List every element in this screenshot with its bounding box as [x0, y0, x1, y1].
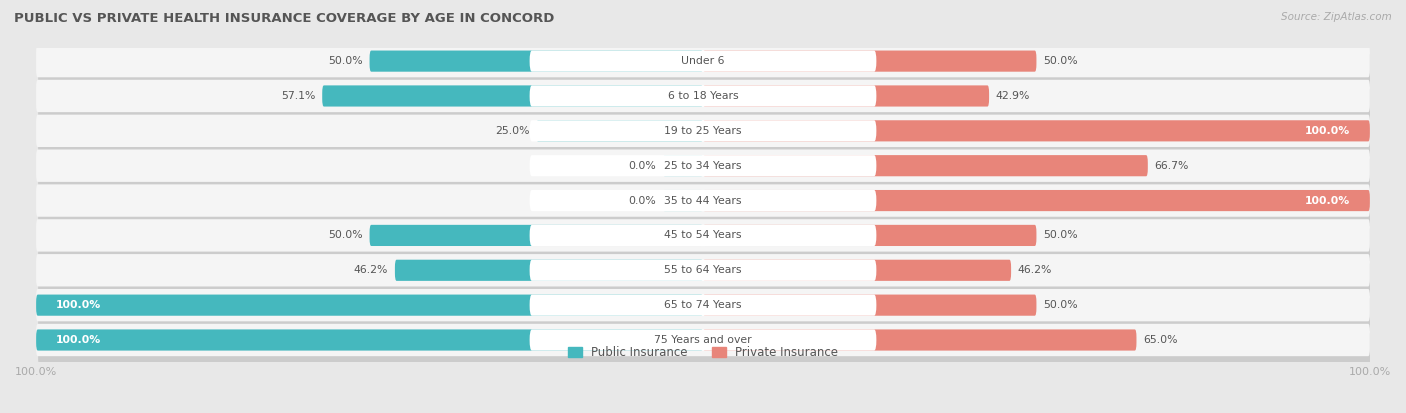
Text: 65 to 74 Years: 65 to 74 Years	[664, 300, 742, 310]
FancyBboxPatch shape	[37, 289, 1369, 321]
FancyBboxPatch shape	[703, 294, 1036, 316]
Text: 19 to 25 Years: 19 to 25 Years	[664, 126, 742, 136]
FancyBboxPatch shape	[530, 85, 876, 107]
FancyBboxPatch shape	[38, 263, 1372, 296]
FancyBboxPatch shape	[530, 260, 876, 281]
Text: 6 to 18 Years: 6 to 18 Years	[668, 91, 738, 101]
Text: 42.9%: 42.9%	[995, 91, 1031, 101]
Text: 50.0%: 50.0%	[1043, 230, 1078, 240]
FancyBboxPatch shape	[37, 330, 703, 351]
FancyBboxPatch shape	[370, 225, 703, 246]
Text: 50.0%: 50.0%	[1043, 56, 1078, 66]
FancyBboxPatch shape	[38, 333, 1372, 366]
Text: 75 Years and over: 75 Years and over	[654, 335, 752, 345]
FancyBboxPatch shape	[530, 190, 876, 211]
Text: 0.0%: 0.0%	[628, 196, 657, 206]
FancyBboxPatch shape	[38, 194, 1372, 226]
FancyBboxPatch shape	[530, 155, 876, 176]
FancyBboxPatch shape	[664, 190, 703, 211]
FancyBboxPatch shape	[38, 54, 1372, 87]
FancyBboxPatch shape	[703, 50, 1036, 72]
Text: 0.0%: 0.0%	[628, 161, 657, 171]
FancyBboxPatch shape	[703, 190, 1369, 211]
FancyBboxPatch shape	[536, 120, 703, 141]
FancyBboxPatch shape	[703, 120, 1369, 141]
FancyBboxPatch shape	[38, 159, 1372, 191]
Text: 66.7%: 66.7%	[1154, 161, 1189, 171]
Text: 100.0%: 100.0%	[1305, 126, 1350, 136]
FancyBboxPatch shape	[37, 219, 1369, 252]
Text: 35 to 44 Years: 35 to 44 Years	[664, 196, 742, 206]
FancyBboxPatch shape	[37, 150, 1369, 182]
FancyBboxPatch shape	[37, 184, 1369, 217]
FancyBboxPatch shape	[703, 85, 988, 107]
FancyBboxPatch shape	[703, 225, 1036, 246]
FancyBboxPatch shape	[37, 80, 1369, 112]
Legend: Public Insurance, Private Insurance: Public Insurance, Private Insurance	[568, 346, 838, 359]
FancyBboxPatch shape	[37, 294, 703, 316]
Text: 57.1%: 57.1%	[281, 91, 315, 101]
FancyBboxPatch shape	[530, 294, 876, 316]
FancyBboxPatch shape	[703, 260, 1011, 281]
Text: 100.0%: 100.0%	[56, 335, 101, 345]
FancyBboxPatch shape	[395, 260, 703, 281]
Text: Source: ZipAtlas.com: Source: ZipAtlas.com	[1281, 12, 1392, 22]
Text: 45 to 54 Years: 45 to 54 Years	[664, 230, 742, 240]
Text: Under 6: Under 6	[682, 56, 724, 66]
FancyBboxPatch shape	[37, 45, 1369, 77]
Text: 65.0%: 65.0%	[1143, 335, 1178, 345]
FancyBboxPatch shape	[38, 89, 1372, 121]
FancyBboxPatch shape	[38, 124, 1372, 157]
FancyBboxPatch shape	[37, 254, 1369, 287]
Text: PUBLIC VS PRIVATE HEALTH INSURANCE COVERAGE BY AGE IN CONCORD: PUBLIC VS PRIVATE HEALTH INSURANCE COVER…	[14, 12, 554, 25]
FancyBboxPatch shape	[664, 155, 703, 176]
Text: 100.0%: 100.0%	[1305, 196, 1350, 206]
Text: 25.0%: 25.0%	[495, 126, 530, 136]
Text: 55 to 64 Years: 55 to 64 Years	[664, 265, 742, 275]
FancyBboxPatch shape	[530, 120, 876, 141]
FancyBboxPatch shape	[370, 50, 703, 72]
Text: 50.0%: 50.0%	[328, 230, 363, 240]
Text: 50.0%: 50.0%	[1043, 300, 1078, 310]
FancyBboxPatch shape	[703, 155, 1147, 176]
Text: 46.2%: 46.2%	[1018, 265, 1052, 275]
FancyBboxPatch shape	[530, 225, 876, 246]
FancyBboxPatch shape	[530, 330, 876, 351]
Text: 46.2%: 46.2%	[354, 265, 388, 275]
FancyBboxPatch shape	[37, 115, 1369, 147]
FancyBboxPatch shape	[38, 298, 1372, 331]
Text: 50.0%: 50.0%	[328, 56, 363, 66]
Text: 100.0%: 100.0%	[56, 300, 101, 310]
Text: 25 to 34 Years: 25 to 34 Years	[664, 161, 742, 171]
FancyBboxPatch shape	[530, 50, 876, 72]
FancyBboxPatch shape	[38, 228, 1372, 261]
FancyBboxPatch shape	[37, 324, 1369, 356]
FancyBboxPatch shape	[703, 330, 1136, 351]
FancyBboxPatch shape	[322, 85, 703, 107]
